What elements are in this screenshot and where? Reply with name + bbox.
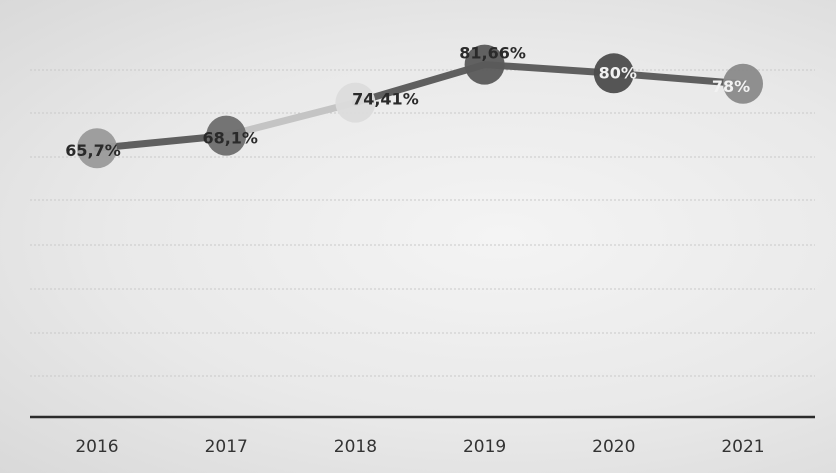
series-line-segment [351,61,489,107]
data-label: 68,1% [202,129,258,148]
data-point-marker [723,63,763,104]
data-label: 80% [599,63,637,82]
data-label: 81,66% [459,44,526,63]
x-tick-label: 2021 [721,437,764,457]
x-tick-label: 2019 [463,437,506,457]
x-tick-label: 2017 [205,437,248,457]
series-markers [77,44,763,169]
data-point-marker [593,53,634,94]
x-tick-label: 2020 [592,437,635,457]
x-tick-labels: 2016 2017 2018 2019 2020 2021 [75,437,764,457]
series-line-segment [481,61,618,77]
data-point-marker [206,115,247,156]
data-label: 74,41% [352,90,419,109]
x-tick-label: 2016 [75,437,118,457]
data-labels: 65,7% 68,1% 74,41% 81,66% 80% 78% [65,44,750,161]
grid-lines [30,69,815,377]
data-label: 65,7% [65,141,121,160]
series-line-segment [93,132,230,152]
x-tick-label: 2018 [334,437,377,457]
series-lines [93,61,747,152]
data-point-marker [77,128,117,169]
data-point-marker [464,44,505,85]
series-line-segment [222,99,359,140]
data-label: 78% [712,77,750,96]
series-line-segment [610,69,747,88]
data-point-marker [335,82,376,123]
